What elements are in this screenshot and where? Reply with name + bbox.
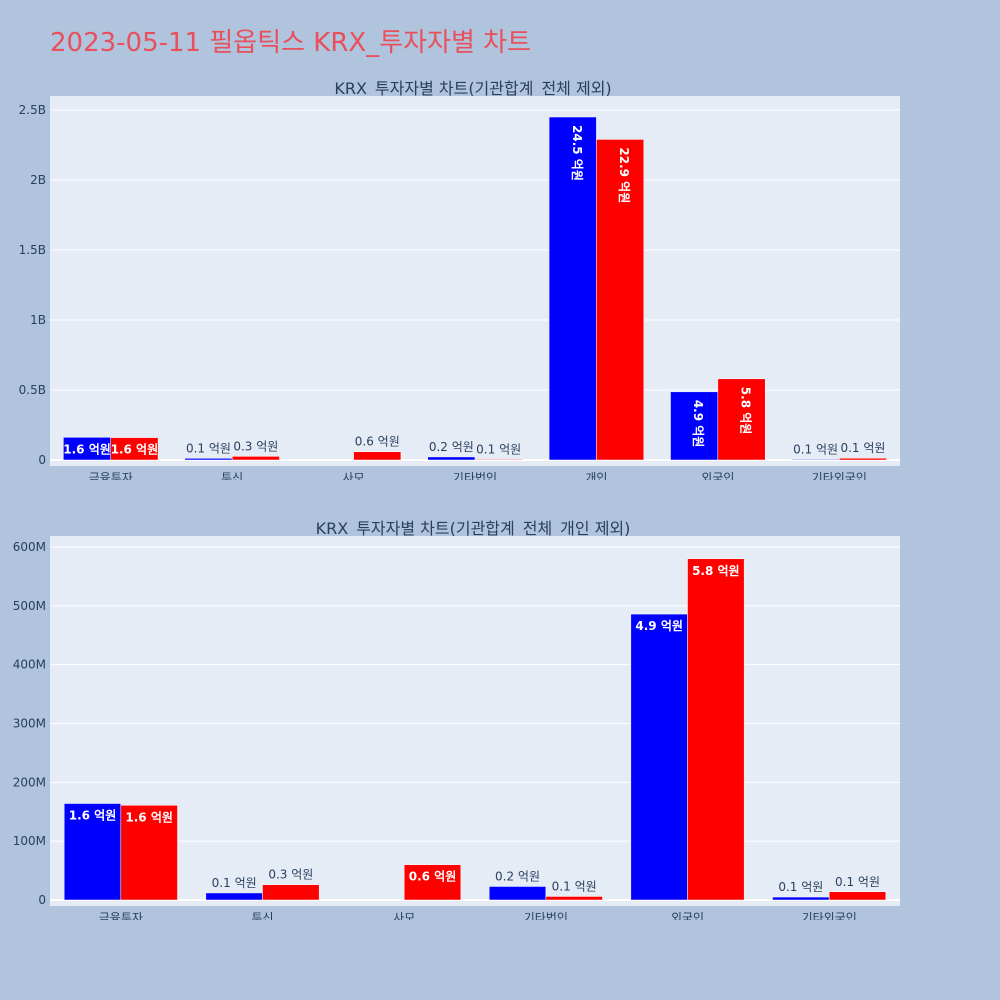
bar <box>474 459 523 461</box>
data-label: 5.8 억원 <box>739 387 753 435</box>
bar <box>630 613 688 901</box>
bar <box>231 456 280 461</box>
data-label: 0.1 억원 <box>476 442 521 456</box>
y-tick-label: 400M <box>13 658 46 672</box>
data-label: 0.1 억원 <box>793 442 838 456</box>
chart-all-investors: KRX_투자자별 차트(기관합계_전체 제외) 0 0.5B 1B 1.5B 2B 2.5… <box>19 79 900 480</box>
y-tick-label: 200M <box>13 775 46 789</box>
data-label: 0.3 억원 <box>268 868 313 882</box>
x-tick-label: 외국인 <box>671 911 704 920</box>
bar <box>403 864 462 901</box>
y-tick-label: 600M <box>13 540 46 554</box>
data-label: 22.9 억원 <box>617 147 631 203</box>
x-tick-label: 기타외국인 <box>812 471 867 480</box>
x-tick-label: 금융투자 <box>89 471 133 480</box>
chart-excluding-individual: KRX_투자자별 차트(기관합계_전체_개인 제외) 0 100M 200M 300M… <box>13 519 900 920</box>
bar <box>687 558 745 901</box>
y-tick-label: 100M <box>13 834 46 848</box>
data-label: 1.6 억원 <box>125 810 173 824</box>
x-tick-label: 사모 <box>343 471 365 480</box>
bar <box>548 116 597 461</box>
bar <box>596 139 645 461</box>
y-tick-label: 1.5B <box>19 243 46 257</box>
x-tick-label: 투신 <box>221 471 243 480</box>
data-label: 0.6 억원 <box>355 435 400 449</box>
chart-title: KRX_투자자별 차트(기관합계_전체_개인 제외) <box>316 519 631 539</box>
bar <box>120 805 178 901</box>
data-label: 0.1 억원 <box>212 876 257 890</box>
y-tick-label: 2B <box>30 173 46 187</box>
data-label: 0.6 억원 <box>409 870 457 884</box>
plot-area <box>50 96 900 466</box>
data-label: 0.1 억원 <box>552 879 597 893</box>
page-title: 2023-05-11 필옵틱스 KRX_투자자별 차트 <box>50 28 532 58</box>
bar <box>791 459 840 461</box>
data-label: 4.9 억원 <box>691 400 705 448</box>
data-label: 4.9 억원 <box>635 619 683 633</box>
y-tick-label: 300M <box>13 717 46 731</box>
bar <box>427 456 476 461</box>
y-tick-label: 0.5B <box>19 383 46 397</box>
y-tick-label: 500M <box>13 599 46 613</box>
data-label: 24.5 억원 <box>570 125 584 181</box>
chart-title: KRX_투자자별 차트(기관합계_전체 제외) <box>334 79 611 99</box>
data-label: 0.1 억원 <box>778 880 823 894</box>
data-label: 0.1 억원 <box>840 441 885 455</box>
plot-area <box>50 536 900 906</box>
x-tick-label: 금융투자 <box>99 911 143 920</box>
bar <box>184 458 233 461</box>
bar <box>670 391 719 461</box>
x-tick-label: 외국인 <box>701 471 734 480</box>
data-label: 0.3 억원 <box>233 439 278 453</box>
data-label: 0.1 억원 <box>835 875 880 889</box>
bar <box>839 457 887 461</box>
x-tick-label: 사모 <box>393 911 415 920</box>
y-tick-label: 0 <box>38 453 46 467</box>
bar <box>110 437 159 461</box>
bar <box>63 803 122 901</box>
y-tick-label: 1B <box>30 313 46 327</box>
bar <box>353 451 402 461</box>
y-tick-label: 0 <box>38 893 46 907</box>
data-label: 0.2 억원 <box>495 869 540 883</box>
bar <box>772 896 830 901</box>
bar <box>205 892 263 901</box>
bar <box>545 896 603 901</box>
x-tick-label: 투신 <box>251 911 273 920</box>
data-label: 1.6 억원 <box>111 443 159 457</box>
bar <box>488 886 547 901</box>
x-tick-label: 기타법인 <box>524 911 568 920</box>
x-tick-label: 기타법인 <box>453 471 497 480</box>
x-tick-label: 개인 <box>585 471 607 480</box>
y-tick-label: 2.5B <box>19 103 46 117</box>
x-tick-label: 기타외국인 <box>802 911 857 920</box>
data-label: 5.8 억원 <box>692 564 740 578</box>
data-label: 0.1 억원 <box>186 441 231 455</box>
data-label: 0.2 억원 <box>429 440 474 454</box>
bar <box>717 378 766 461</box>
bar <box>262 884 320 901</box>
bar <box>828 891 887 901</box>
data-label: 1.6 억원 <box>63 442 111 456</box>
data-label: 1.6 억원 <box>69 809 117 823</box>
